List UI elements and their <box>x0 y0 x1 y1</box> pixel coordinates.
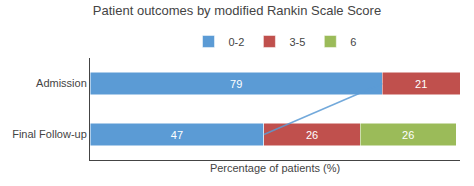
svg-text:3-5: 3-5 <box>289 36 305 48</box>
svg-text:Final Follow-up: Final Follow-up <box>12 128 87 140</box>
svg-text:Admission: Admission <box>36 77 87 89</box>
svg-text:Percentage of patients (%): Percentage of patients (%) <box>210 162 340 174</box>
svg-text:26: 26 <box>402 129 414 141</box>
svg-text:6: 6 <box>350 36 356 48</box>
svg-text:26: 26 <box>306 129 318 141</box>
svg-text:21: 21 <box>415 78 427 90</box>
svg-text:Patient outcomes by modified R: Patient outcomes by modified Rankin Scal… <box>93 3 381 18</box>
svg-text:47: 47 <box>171 129 183 141</box>
svg-text:0-2: 0-2 <box>229 36 245 48</box>
svg-text:79: 79 <box>230 78 242 90</box>
